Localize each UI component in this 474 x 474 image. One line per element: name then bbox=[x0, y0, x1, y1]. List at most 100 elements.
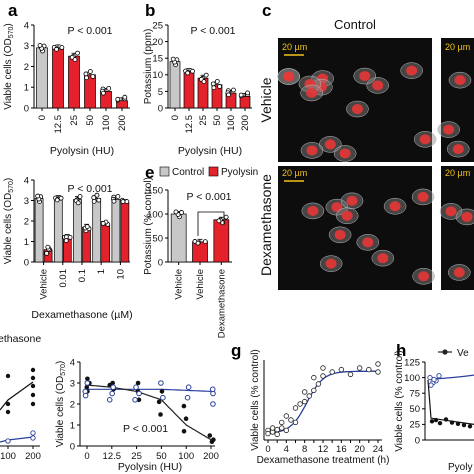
bar bbox=[170, 213, 187, 263]
data-point bbox=[72, 57, 78, 63]
x-tick-label: 8 bbox=[302, 444, 307, 455]
data-point bbox=[84, 224, 90, 229]
data-point bbox=[45, 244, 51, 250]
x-tick-label: 200 bbox=[25, 451, 41, 462]
y-tick-label: 2 bbox=[24, 216, 29, 227]
data-point bbox=[106, 85, 112, 91]
data-point bbox=[84, 75, 89, 81]
scale-label-4: 20 µm bbox=[445, 168, 470, 178]
bar bbox=[213, 219, 230, 263]
data-point bbox=[311, 374, 317, 381]
data-point-vehicle bbox=[30, 392, 36, 398]
data-point-vehicle bbox=[136, 397, 142, 403]
legend-h: Ve bbox=[438, 348, 469, 359]
x-tick-label: Vehicle bbox=[195, 269, 206, 300]
y-axis-label: Viable cells (OD570) bbox=[3, 23, 15, 110]
panel-letter-a: a bbox=[8, 1, 18, 20]
y-axis-label: Viable cells (% control) bbox=[394, 350, 405, 452]
chart-d: 0 1 2 3 4 Viable cells (OD570) Vehicle 0.01 0.1 1… bbox=[3, 175, 133, 321]
y-tick-label: 0 bbox=[415, 435, 420, 446]
panel-letter-b: b bbox=[145, 1, 155, 20]
data-point-vehicle bbox=[85, 376, 90, 382]
series-line-vehicle bbox=[86, 384, 212, 441]
cell-nucleus bbox=[346, 195, 358, 206]
data-point bbox=[366, 366, 372, 373]
data-point bbox=[94, 192, 100, 198]
x-axis-label: Pyoly bbox=[448, 462, 472, 473]
x-tick-label: 12.5 bbox=[184, 115, 195, 134]
y-tick-label: 3 bbox=[24, 41, 29, 52]
data-point-dexamethasone bbox=[136, 390, 142, 397]
cell-nucleus bbox=[406, 65, 418, 76]
data-point bbox=[223, 214, 229, 220]
y-tick-label: 3 bbox=[70, 378, 75, 389]
y-tick-label: 1 bbox=[24, 83, 29, 94]
data-point bbox=[90, 74, 96, 79]
y-tick-label: 100 bbox=[147, 209, 163, 220]
data-point-vehicle bbox=[183, 416, 189, 422]
data-point-vehicle bbox=[455, 421, 461, 426]
y-axis-label: Viable cells (% control) bbox=[250, 349, 261, 451]
cell-nucleus bbox=[317, 73, 329, 84]
y-tick-label: 50 bbox=[409, 404, 420, 415]
cell-nucleus bbox=[454, 75, 466, 86]
data-point bbox=[37, 42, 43, 48]
x-tick-label: 200 bbox=[203, 451, 219, 462]
data-point-vehicle bbox=[159, 389, 165, 394]
y-tick-label: 125 bbox=[404, 357, 420, 368]
y-tick-label: 0 bbox=[158, 103, 163, 114]
data-point bbox=[274, 426, 280, 433]
data-point-vehicle bbox=[5, 373, 11, 379]
data-point bbox=[67, 235, 73, 240]
x-tick-label: 20 bbox=[354, 444, 365, 455]
x-tick-label: 0 bbox=[37, 115, 48, 120]
micrograph-panel: Control Vehicle Dexamethasone 20 µm 20 µ… bbox=[258, 17, 474, 290]
data-point-dexamethasone bbox=[30, 435, 36, 441]
data-point-vehicle bbox=[158, 412, 163, 417]
bar bbox=[120, 202, 130, 263]
legend-e: Control Pyolysin bbox=[159, 166, 258, 178]
data-point-dexamethasone bbox=[106, 397, 113, 403]
bar bbox=[92, 198, 102, 263]
data-point bbox=[245, 90, 250, 96]
cell-nucleus bbox=[377, 253, 389, 264]
y-tick-label: 75 bbox=[409, 389, 420, 400]
p-value-label: P < 0.001 bbox=[190, 25, 235, 37]
p-value-label: P < 0.001 bbox=[123, 423, 168, 435]
data-point bbox=[35, 193, 41, 199]
data-point-vehicle bbox=[135, 380, 141, 386]
data-point bbox=[58, 195, 64, 201]
data-point bbox=[100, 220, 106, 226]
data-point bbox=[216, 218, 222, 224]
data-point bbox=[311, 387, 317, 394]
data-point bbox=[54, 46, 59, 52]
legend-pyolysin-label: Pyolysin bbox=[221, 167, 258, 178]
bar bbox=[73, 199, 82, 263]
cell-nucleus bbox=[372, 80, 384, 91]
scale-label-1: 20 µm bbox=[282, 42, 307, 52]
data-point-dexamethasone bbox=[209, 386, 216, 393]
legend-control-swatch bbox=[159, 166, 170, 177]
data-point bbox=[173, 209, 179, 215]
x-tick-label: 25 bbox=[69, 115, 80, 126]
data-point-vehicle bbox=[5, 401, 11, 407]
cell-nucleus bbox=[339, 148, 351, 159]
data-point bbox=[338, 366, 345, 373]
y-tick-label: 0 bbox=[70, 441, 75, 452]
data-point-dexamethasone bbox=[185, 384, 192, 391]
cell-nucleus bbox=[306, 145, 318, 156]
data-point bbox=[203, 72, 209, 78]
micrograph-cells-vehicle bbox=[277, 62, 437, 162]
y-tick-label: 25 bbox=[409, 420, 420, 431]
data-point bbox=[59, 45, 65, 50]
bar bbox=[68, 55, 80, 109]
data-point bbox=[320, 373, 326, 379]
y-tick-label: 4 bbox=[24, 20, 29, 31]
data-point bbox=[375, 369, 381, 375]
y-tick-label: 50 bbox=[152, 233, 163, 244]
bar bbox=[169, 61, 181, 109]
series-line-vehicle bbox=[0, 381, 34, 411]
